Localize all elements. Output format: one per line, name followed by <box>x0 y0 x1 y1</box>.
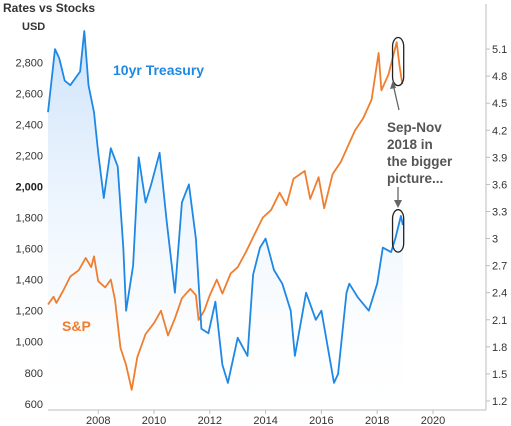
plot-area <box>47 30 404 410</box>
callout-arrow-up <box>392 83 400 111</box>
left-tick-label: 2,400 <box>15 119 43 131</box>
left-tick-label: 1,200 <box>15 306 43 318</box>
right-tick-label: 3.3 <box>492 206 507 218</box>
callout-line-3: the bigger <box>387 154 453 169</box>
left-tick-label: 2,000 <box>15 182 43 194</box>
left-tick-label: 2,600 <box>15 88 43 100</box>
right-tick-label: 4.5 <box>492 98 507 110</box>
left-tick-label: 1,600 <box>15 244 43 256</box>
callout-arrows <box>390 80 402 208</box>
left-tick-label: 2,800 <box>15 57 43 69</box>
sp-series-line <box>47 41 404 391</box>
left-axis-unit: USD <box>22 21 45 33</box>
callout-arrow-up-head <box>390 80 396 89</box>
chart-title: Rates vs Stocks <box>3 1 95 15</box>
right-tick-label: 2.1 <box>492 315 507 327</box>
right-tick-label: 3.6 <box>492 179 507 191</box>
treasury-series-line <box>47 30 404 384</box>
treasury-series-label: 10yr Treasury <box>113 62 204 78</box>
x-tick-label: 2014 <box>253 415 277 426</box>
left-tick-label: 1,800 <box>15 213 43 225</box>
right-tick-label: 2.7 <box>492 261 507 273</box>
right-tick-label: 2.4 <box>492 288 507 300</box>
left-axis-ticks: 600 800 1,000 1,200 1,400 1,600 1,800 2,000 2,20… <box>15 57 43 410</box>
right-tick-label: 3.9 <box>492 152 507 164</box>
callout-line-2: 2018 in <box>387 137 433 152</box>
right-axis-ticks: 1.2 1.5 1.8 2.1 2.4 2.7 3 3.3 3.6 3.9 4.2 4.5 4.8 5.1 <box>486 44 507 408</box>
x-tick-label: 2018 <box>365 415 389 426</box>
sp-series-label: S&P <box>62 318 91 334</box>
left-tick-label: 1,400 <box>15 275 43 287</box>
right-tick-label: 1.5 <box>492 369 507 381</box>
right-tick-label: 5.1 <box>492 44 507 56</box>
x-axis-ticks: 2008 2010 2012 2014 2016 2018 2020 <box>86 410 445 426</box>
treasury-area-fill <box>48 31 403 410</box>
highlight-boxes <box>391 36 405 253</box>
callout-line-4: picture... <box>387 171 443 186</box>
x-tick-label: 2016 <box>309 415 333 426</box>
x-tick-label: 2012 <box>198 415 222 426</box>
x-tick-label: 2010 <box>142 415 166 426</box>
callout-line-1: Sep-Nov <box>387 120 442 135</box>
right-tick-label: 4.2 <box>492 125 507 137</box>
right-tick-label: 1.8 <box>492 342 507 354</box>
highlight-box <box>391 36 405 87</box>
right-tick-label: 3 <box>492 234 498 246</box>
right-tick-label: 1.2 <box>492 396 507 408</box>
callout-arrow-down-head <box>394 200 402 208</box>
left-tick-label: 800 <box>25 368 43 380</box>
x-tick-label: 2008 <box>86 415 110 426</box>
x-tick-label: 2020 <box>421 415 445 426</box>
left-tick-label: 600 <box>25 399 43 411</box>
left-tick-label: 2,200 <box>15 150 43 162</box>
right-tick-label: 4.8 <box>492 71 507 83</box>
highlight-box <box>391 209 405 253</box>
callout-text: Sep-Nov 2018 in the bigger picture... <box>387 120 453 186</box>
left-tick-label: 1,000 <box>15 337 43 349</box>
